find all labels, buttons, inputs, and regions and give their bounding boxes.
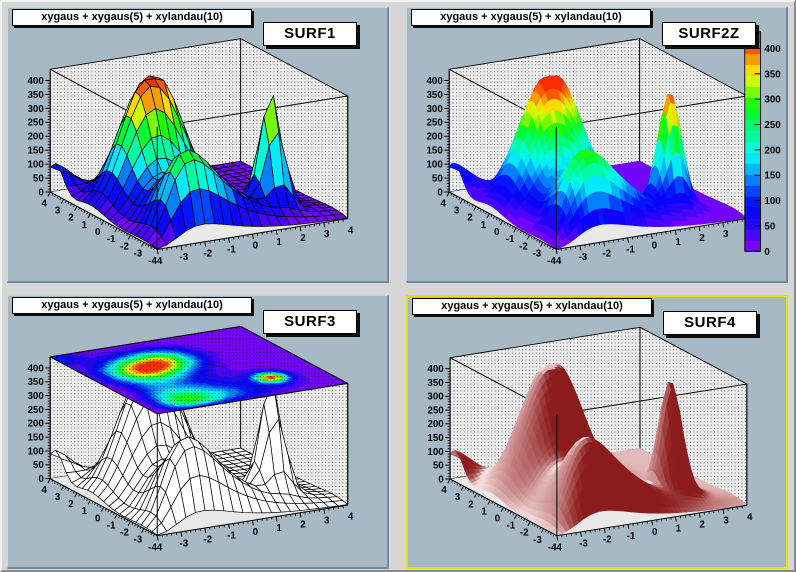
svg-text:1: 1	[276, 237, 282, 248]
surf2z-label: SURF2Z	[678, 25, 740, 42]
svg-text:150: 150	[764, 171, 781, 182]
histogram-title-box[interactable]: xygaus + xygaus(5) + xylandau(10)	[12, 9, 252, 26]
svg-text:200: 200	[764, 145, 781, 156]
svg-text:3: 3	[723, 229, 729, 240]
svg-text:50: 50	[764, 221, 775, 232]
svg-text:1: 1	[481, 220, 487, 231]
svg-text:-2: -2	[120, 241, 129, 252]
svg-text:-3: -3	[180, 252, 189, 263]
svg-text:-3: -3	[533, 248, 542, 259]
svg-text:-3: -3	[579, 252, 588, 263]
svg-text:0: 0	[38, 187, 44, 198]
svg-text:350: 350	[426, 90, 443, 101]
svg-text:-1: -1	[506, 234, 515, 245]
svg-text:50: 50	[432, 173, 443, 184]
svg-text:-1: -1	[227, 245, 236, 256]
surf1-label: SURF1	[284, 25, 336, 42]
svg-text:2: 2	[699, 233, 705, 244]
svg-text:250: 250	[764, 120, 781, 131]
svg-text:100: 100	[426, 160, 443, 171]
svg-text:3: 3	[454, 205, 460, 216]
histogram-title-box[interactable]: xygaus + xygaus(5) + xylandau(10)	[411, 9, 651, 26]
svg-text:250: 250	[426, 118, 443, 129]
pad-surf3[interactable]: 0 50 100 150 200 250 300 350 400 4 3 2 1 0 -1 -2 -3 -3 -2-…	[7, 295, 389, 569]
svg-text:250: 250	[27, 118, 44, 129]
svg-text:200: 200	[27, 132, 44, 143]
svg-text:100: 100	[27, 160, 44, 171]
svg-text:400: 400	[426, 76, 443, 87]
histogram-title: xygaus + xygaus(5) + xylandau(10)	[441, 300, 623, 312]
svg-text:2: 2	[300, 233, 306, 244]
svg-text:2: 2	[467, 213, 473, 224]
histogram-title: xygaus + xygaus(5) + xylandau(10)	[41, 11, 223, 23]
svg-text:300: 300	[764, 95, 781, 106]
svg-text:350: 350	[764, 69, 781, 80]
svg-text:150: 150	[426, 146, 443, 157]
svg-text:350: 350	[27, 90, 44, 101]
svg-text:-1: -1	[626, 245, 635, 256]
svg-text:-3: -3	[134, 248, 143, 259]
svg-text:2: 2	[68, 213, 74, 224]
svg-text:-44: -44	[148, 256, 163, 267]
histogram-title: xygaus + xygaus(5) + xylandau(10)	[41, 299, 223, 311]
svg-text:4: 4	[348, 225, 354, 236]
svg-text:300: 300	[426, 104, 443, 115]
svg-text:3: 3	[55, 205, 61, 216]
svg-text:400: 400	[764, 44, 781, 55]
svg-text:0: 0	[253, 241, 259, 252]
histogram-title-box[interactable]: xygaus + xygaus(5) + xylandau(10)	[412, 298, 652, 315]
histogram-title: xygaus + xygaus(5) + xylandau(10)	[440, 11, 622, 23]
svg-text:200: 200	[426, 132, 443, 143]
svg-text:150: 150	[27, 146, 44, 157]
surf3-label: SURF3	[284, 313, 336, 330]
svg-text:0: 0	[652, 241, 658, 252]
svg-text:4: 4	[440, 198, 446, 209]
svg-text:100: 100	[764, 196, 781, 207]
histogram-title-box[interactable]: xygaus + xygaus(5) + xylandau(10)	[12, 297, 252, 314]
svg-text:50: 50	[33, 173, 44, 184]
pad-surf2z[interactable]: 0 50 100 150 200 250 300 350 400 4 3 2 1 0 -1 -2 -3 -3 -2-…	[406, 7, 788, 283]
svg-text:-2: -2	[519, 241, 528, 252]
svg-text:-2: -2	[203, 248, 212, 259]
svg-text:3: 3	[324, 229, 330, 240]
svg-text:1: 1	[82, 220, 88, 231]
surf2z-label-box[interactable]: SURF2Z	[662, 22, 756, 46]
svg-text:300: 300	[27, 104, 44, 115]
surf1-label-box[interactable]: SURF1	[263, 22, 357, 46]
svg-text:4: 4	[41, 198, 47, 209]
svg-text:-1: -1	[107, 234, 116, 245]
svg-text:0: 0	[437, 187, 443, 198]
surf4-label-box[interactable]: SURF4	[663, 311, 757, 335]
svg-text:0: 0	[95, 227, 101, 238]
pad-surf1[interactable]: 0 50 100 150 200 250 300 350 400 4 3 2 1 0 -1 -2 -3 -3 -2-…	[7, 7, 389, 283]
surf4-label: SURF4	[684, 314, 736, 331]
svg-text:-44: -44	[547, 256, 562, 267]
svg-text:1: 1	[675, 237, 681, 248]
svg-text:400: 400	[27, 76, 44, 87]
pad-surf4-selected[interactable]: 0 50 100 150 200 250 300 350 400 4 3 2 1 0 -1 -2 -3 -3 -2-…	[406, 295, 788, 569]
surf3-label-box[interactable]: SURF3	[263, 310, 357, 334]
svg-text:0: 0	[764, 247, 770, 258]
svg-text:-2: -2	[602, 248, 611, 259]
svg-text:0: 0	[494, 227, 500, 238]
